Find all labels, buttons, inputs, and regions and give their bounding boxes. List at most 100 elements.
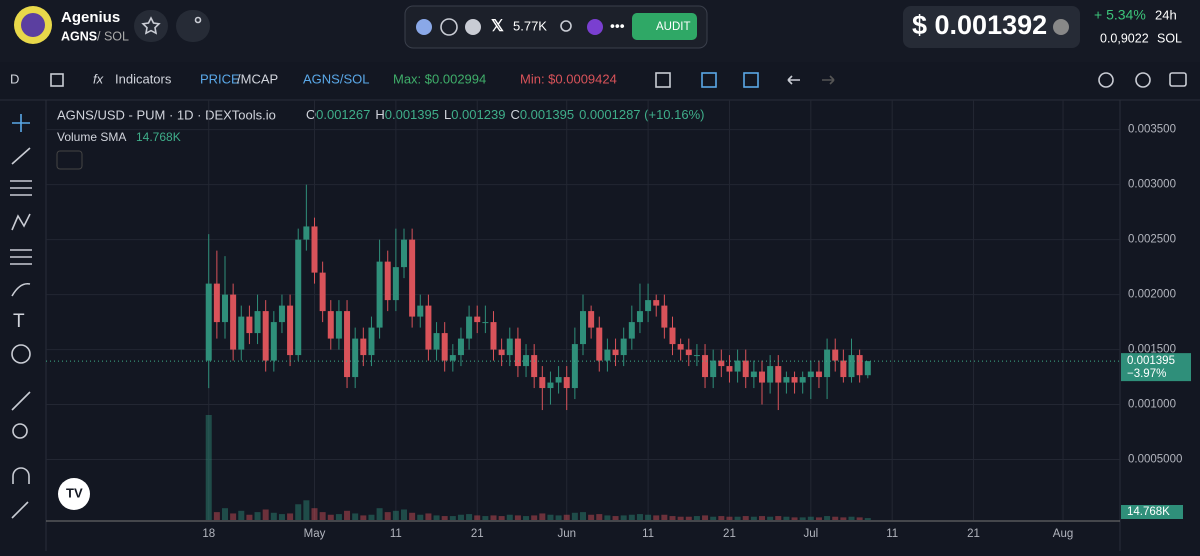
info-icon[interactable] bbox=[1053, 19, 1069, 35]
chart-icon[interactable] bbox=[701, 72, 717, 88]
volume-bar bbox=[596, 514, 603, 520]
volume-bar bbox=[287, 513, 294, 520]
volume-bar bbox=[254, 512, 261, 520]
candle-body bbox=[474, 316, 481, 323]
candle-type-icon[interactable] bbox=[50, 73, 64, 87]
volume-bar bbox=[824, 516, 831, 520]
telegram-icon[interactable] bbox=[465, 19, 481, 35]
volume-bar bbox=[539, 513, 546, 520]
y-tick-label: 0.001000 bbox=[1128, 399, 1176, 411]
candle-body bbox=[303, 226, 310, 240]
redo-icon[interactable] bbox=[822, 75, 835, 85]
chart-area bbox=[46, 100, 1120, 520]
candle-body bbox=[392, 267, 399, 301]
y-tick-label: 0.001500 bbox=[1128, 344, 1176, 356]
candle-body bbox=[213, 283, 220, 323]
candle-body bbox=[384, 261, 391, 301]
change-period: 24h bbox=[1155, 7, 1177, 22]
price-toggle[interactable]: PRICE bbox=[200, 71, 240, 86]
ruler-tool[interactable] bbox=[11, 391, 31, 411]
fullscreen-icon[interactable] bbox=[655, 72, 671, 88]
volume-bar bbox=[840, 517, 847, 520]
favorite-button[interactable] bbox=[134, 10, 168, 42]
fib-tool[interactable] bbox=[10, 180, 32, 196]
audit-label: AUDIT bbox=[656, 21, 691, 33]
volume-bar bbox=[482, 516, 489, 520]
zoom-tool[interactable] bbox=[12, 423, 28, 439]
candle-body bbox=[588, 311, 595, 328]
more-icon[interactable]: ••• bbox=[610, 18, 625, 34]
candle-body bbox=[457, 338, 464, 356]
candle-body bbox=[742, 360, 749, 378]
volume-bar bbox=[514, 515, 521, 520]
candle-body bbox=[677, 344, 684, 350]
pair-toggle[interactable]: AGNS/SOL bbox=[303, 71, 369, 86]
share-button[interactable] bbox=[176, 10, 210, 42]
mcap-toggle[interactable]: /MCAP bbox=[237, 71, 278, 86]
eraser-tool[interactable] bbox=[11, 501, 29, 519]
interval[interactable]: D bbox=[10, 71, 19, 86]
magnet-tool[interactable] bbox=[12, 467, 30, 484]
candle-body bbox=[376, 261, 383, 328]
volume-bar bbox=[262, 509, 269, 520]
price-box bbox=[903, 6, 1080, 48]
candle-body bbox=[360, 338, 367, 356]
candle-body bbox=[327, 311, 334, 339]
line-tool[interactable] bbox=[11, 147, 31, 165]
audit-button[interactable] bbox=[632, 13, 697, 40]
x-tick-label: 11 bbox=[886, 528, 898, 540]
volume-bar bbox=[588, 514, 595, 520]
candle-body bbox=[205, 283, 212, 361]
share-icon bbox=[194, 16, 202, 24]
candle-body bbox=[580, 311, 586, 345]
volume-bar bbox=[433, 515, 440, 520]
candle-body bbox=[734, 360, 741, 372]
price-change: + 5.34% bbox=[1094, 7, 1146, 23]
crosshair-tool[interactable] bbox=[12, 114, 30, 132]
search-icon[interactable] bbox=[560, 20, 572, 32]
volume-bar bbox=[230, 513, 237, 520]
app-icon[interactable] bbox=[587, 19, 603, 35]
candle-body bbox=[571, 344, 578, 389]
label: O bbox=[306, 107, 316, 122]
candle-body bbox=[799, 377, 806, 383]
candle-body bbox=[702, 355, 709, 378]
volume-bar bbox=[759, 516, 765, 520]
x-tick-label: 18 bbox=[202, 528, 215, 540]
candle-body bbox=[693, 355, 700, 357]
settings-icon[interactable] bbox=[1135, 72, 1151, 88]
indicators[interactable]: Indicators bbox=[115, 71, 172, 86]
forecast-tool[interactable] bbox=[10, 249, 32, 265]
candle-body bbox=[514, 338, 521, 367]
candle-body bbox=[783, 377, 790, 383]
fx-icon: fx bbox=[93, 71, 104, 86]
x-tick-label: Jun bbox=[557, 528, 576, 540]
camera-icon[interactable] bbox=[1169, 72, 1187, 87]
candle-body bbox=[246, 316, 253, 334]
volume-bar bbox=[278, 514, 285, 520]
alert-icon[interactable] bbox=[1098, 72, 1114, 88]
tv-logo[interactable] bbox=[58, 478, 90, 510]
emoji-tool[interactable] bbox=[11, 344, 31, 364]
candle-body bbox=[612, 349, 619, 356]
candle-body bbox=[775, 366, 782, 383]
volume-bar bbox=[783, 516, 790, 520]
volume-bar bbox=[710, 516, 717, 520]
undo-icon[interactable] bbox=[787, 75, 800, 85]
web-icon[interactable] bbox=[440, 18, 458, 36]
followers: 5.77K bbox=[513, 18, 547, 33]
volume-bar bbox=[693, 516, 700, 520]
volume-bar bbox=[628, 514, 635, 520]
candle-body bbox=[433, 333, 440, 350]
chain-icon[interactable] bbox=[416, 19, 432, 35]
volume-bar bbox=[750, 516, 757, 520]
candle-body bbox=[311, 226, 318, 273]
chart-icon[interactable] bbox=[743, 72, 759, 88]
text-tool[interactable]: T bbox=[13, 311, 25, 332]
volume-bar bbox=[645, 514, 652, 520]
x-icon[interactable]: 𝕏 bbox=[491, 18, 504, 35]
brush-tool[interactable] bbox=[11, 282, 31, 297]
collapse-button[interactable] bbox=[56, 150, 83, 170]
volume-bar bbox=[791, 517, 798, 520]
pattern-tool[interactable] bbox=[11, 213, 31, 231]
